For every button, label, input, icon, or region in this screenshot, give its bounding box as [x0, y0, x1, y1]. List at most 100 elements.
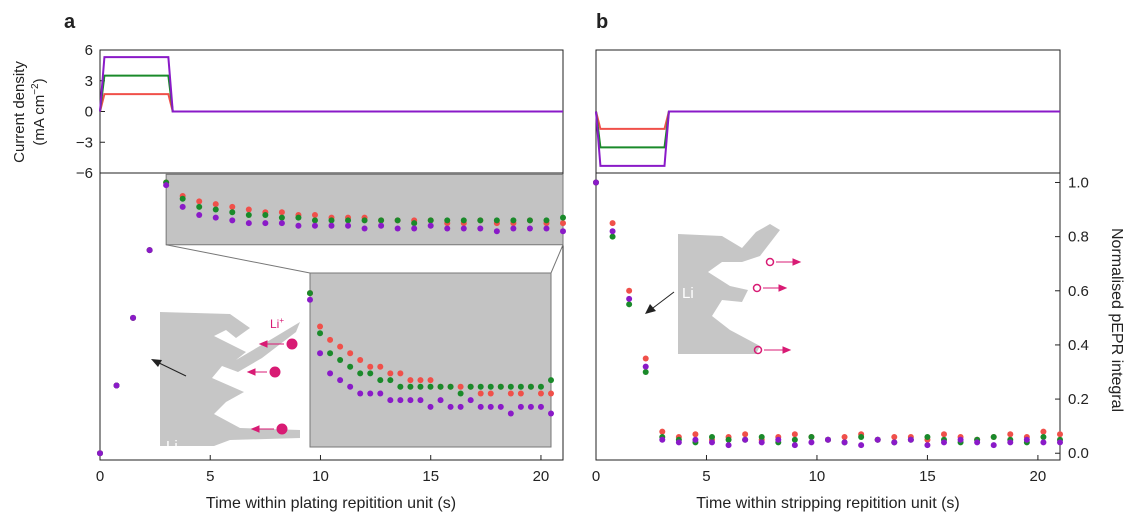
data-point [493, 217, 500, 224]
y2-tick-label: 0.0 [1068, 445, 1089, 462]
inset-point [417, 383, 424, 390]
inset-point [477, 383, 484, 390]
data-point [427, 217, 434, 224]
data-point [427, 222, 434, 229]
inset-point [387, 377, 394, 384]
inset-point [517, 383, 524, 390]
data-point [891, 439, 898, 446]
data-point [196, 211, 203, 218]
inset-point [397, 383, 404, 390]
inset-point [347, 363, 354, 370]
x-tick-label: 5 [206, 468, 214, 485]
inset-point [507, 390, 514, 397]
inset-point [467, 383, 474, 390]
annotation-part: Li [270, 317, 279, 331]
ion [269, 366, 281, 378]
data-point [858, 442, 865, 449]
data-point [1057, 431, 1063, 438]
data-point [311, 222, 318, 229]
data-point [543, 217, 550, 224]
x-tick-label: 10 [809, 468, 826, 485]
data-point [560, 214, 566, 221]
data-point [212, 214, 219, 221]
arrow-head [782, 346, 792, 354]
data-point [477, 225, 484, 232]
data-point [758, 433, 765, 440]
inset-point [337, 343, 344, 350]
current-trace [595, 110, 1060, 130]
data-point [245, 220, 252, 227]
data-point [378, 222, 385, 229]
inset-point [367, 370, 374, 377]
annotation-part: + [279, 316, 284, 325]
data-point [941, 431, 947, 438]
inset-point [377, 390, 384, 397]
inset-point [447, 403, 454, 410]
y-axis-label-part: −2 [30, 83, 41, 95]
data-point [311, 211, 318, 218]
y-axis-label: (mA cm−2) [30, 78, 48, 145]
data-point [245, 206, 252, 213]
data-point [196, 198, 203, 205]
x-tick-label: 10 [312, 468, 329, 485]
inset-point [387, 397, 394, 404]
zoom-region [165, 173, 564, 246]
data-point [675, 439, 682, 446]
current-trace [99, 93, 563, 113]
inset-point [327, 350, 334, 357]
inset-point [527, 403, 534, 410]
data-point [229, 217, 236, 224]
current-trace [595, 110, 1060, 167]
data-point [146, 247, 153, 254]
data-point [328, 222, 335, 229]
arrow-head [151, 359, 162, 367]
data-point [1007, 439, 1014, 446]
inset-point [397, 370, 404, 377]
inset-point [537, 390, 544, 397]
data-point [510, 217, 517, 224]
data-point [709, 433, 715, 440]
data-point [179, 203, 186, 210]
data-point [725, 442, 732, 449]
inset-point [367, 390, 374, 397]
data-point [196, 203, 203, 210]
data-point [1007, 431, 1014, 438]
data-point [278, 214, 285, 221]
inset-point [427, 377, 434, 384]
ion-markers [246, 257, 802, 435]
data-point [328, 217, 335, 224]
data-point [659, 428, 666, 435]
illustrations: Li Li+ Li [151, 224, 802, 455]
data-point [742, 436, 749, 443]
data-point [791, 431, 798, 438]
data-point [245, 211, 252, 218]
y-tick-label: −6 [76, 165, 93, 182]
data-point [345, 222, 352, 229]
x-tick-label: 15 [919, 468, 936, 485]
data-point [841, 433, 848, 440]
inset-point [537, 383, 544, 390]
data-point [163, 182, 170, 189]
data-point [477, 217, 484, 224]
data-point [560, 220, 566, 227]
data-point [361, 217, 368, 224]
y-axis-label: Current density [11, 61, 28, 163]
y-tick-label: 0 [85, 104, 93, 121]
inset-point [387, 370, 394, 377]
inset-point [337, 357, 344, 363]
data-point [775, 436, 782, 443]
inset-point [317, 330, 324, 337]
arrow-head [645, 304, 656, 314]
inset-point [347, 350, 354, 357]
data-point [593, 179, 599, 186]
x-axis-label: Time within stripping repitition unit (s… [696, 495, 960, 512]
data-point [924, 433, 931, 440]
inset-point [427, 403, 434, 410]
inset-point [457, 390, 464, 397]
data-point [262, 211, 269, 218]
data-point [626, 295, 633, 302]
data-point [825, 436, 831, 443]
inset-point [457, 383, 464, 390]
data-point [361, 225, 368, 232]
